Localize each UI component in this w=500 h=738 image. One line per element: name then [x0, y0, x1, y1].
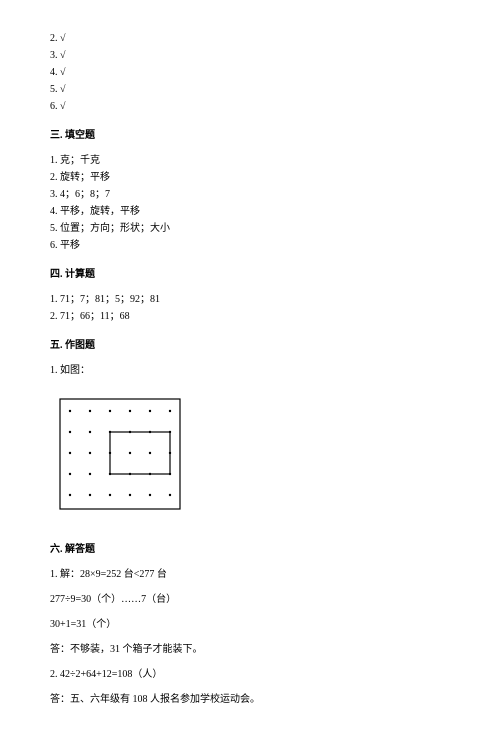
section6-title: 六. 解答题	[50, 541, 450, 558]
section4-title: 四. 计算题	[50, 266, 450, 283]
fill-item: 2. 旋转；平移	[50, 169, 450, 186]
answer-line: 2. 42÷2+64+12=108（人）	[50, 666, 450, 683]
figure-intro: 1. 如图：	[50, 362, 450, 379]
section3-items: 1. 克；千克 2. 旋转；平移 3. 4；6；8；7 4. 平移，旋转，平移 …	[50, 152, 450, 254]
fill-item: 4. 平移，旋转，平移	[50, 203, 450, 220]
calc-item: 2. 71；66；11；68	[50, 308, 450, 325]
figure-diagram	[50, 389, 450, 525]
fill-item: 3. 4；6；8；7	[50, 186, 450, 203]
checkmark-item: 4. √	[50, 64, 450, 81]
answer-line: 30+1=31（个）	[50, 616, 450, 633]
fill-item: 5. 位置；方向；形状；大小	[50, 220, 450, 237]
checkmark-item: 6. √	[50, 98, 450, 115]
section4-items: 1. 71；7；81；5；92；81 2. 71；66；11；68	[50, 291, 450, 325]
checkmark-item: 3. √	[50, 47, 450, 64]
answer-line: 答：五、六年级有 108 人报名参加学校运动会。	[50, 691, 450, 708]
answer-line: 277÷9=30（个）……7（台）	[50, 591, 450, 608]
section3-title: 三. 填空题	[50, 127, 450, 144]
section6-lines: 1. 解：28×9=252 台<277 台 277÷9=30（个）……7（台） …	[50, 566, 450, 708]
answer-line: 答：不够装，31 个箱子才能装下。	[50, 641, 450, 658]
fill-item: 1. 克；千克	[50, 152, 450, 169]
checkmark-list: 2. √ 3. √ 4. √ 5. √ 6. √	[50, 30, 450, 115]
answer-line: 1. 解：28×9=252 台<277 台	[50, 566, 450, 583]
section5-title: 五. 作图题	[50, 337, 450, 354]
calc-item: 1. 71；7；81；5；92；81	[50, 291, 450, 308]
fill-item: 6. 平移	[50, 237, 450, 254]
checkmark-item: 2. √	[50, 30, 450, 47]
checkmark-item: 5. √	[50, 81, 450, 98]
dot-grid-figure	[50, 389, 190, 519]
